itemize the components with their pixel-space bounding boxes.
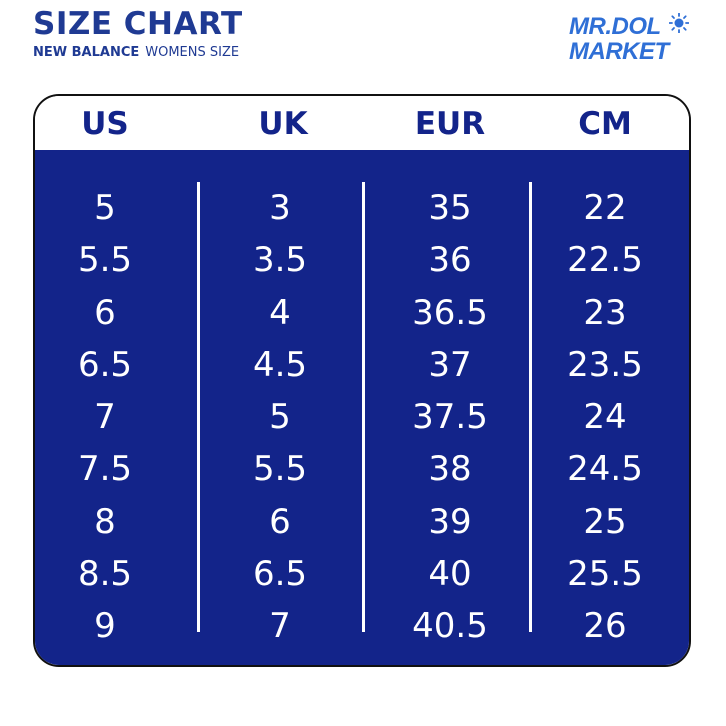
column-header-uk: UK [258,106,308,142]
table-cell: 6 [94,292,116,333]
column-uk: 3 3.5 4 4.5 5 5.5 6 6.5 7 [253,182,307,653]
table-cell: 7 [94,397,116,438]
table-cell: 7 [269,606,291,647]
table-cell: 25 [583,501,627,542]
table-cell: 40.5 [412,606,488,647]
table-cell: 24.5 [567,449,643,490]
table-cell: 6.5 [77,344,133,385]
table-cell: 23.5 [567,344,643,385]
table-cell: 35 [428,188,472,228]
size-table: US UK EUR CM 5 5.5 6 6.5 7 7.5 8 8.5 9 3… [33,94,691,667]
table-cell: 37 [428,344,472,385]
table-cell: 6.5 [252,554,308,595]
size-category: WOMENS SIZE [145,45,240,60]
table-cell: 4.5 [252,344,308,385]
sun-icon [669,13,689,33]
table-cell: 39 [428,501,472,542]
table-cell: 8.5 [77,554,133,595]
logo-line-2: MARKET [569,38,669,65]
table-cell: 3.5 [252,240,308,281]
column-header-eur: EUR [414,106,486,142]
column-divider [362,182,365,632]
logo: MR.DOL MARKET [569,13,693,65]
table-cell: 9 [94,606,116,647]
column-us: 5 5.5 6 6.5 7 7.5 8 8.5 9 [78,182,132,653]
column-header-cm: CM [578,106,632,142]
table-cell: 37.5 [412,397,488,438]
column-divider [197,182,200,632]
table-cell: 23 [583,292,627,333]
table-cell: 5 [269,397,291,438]
column-divider [529,182,532,632]
table-cell: 3 [269,188,291,228]
table-cell: 8 [94,501,116,542]
column-cm: 22 22.5 23 23.5 24 24.5 25 25.5 26 [567,182,643,653]
logo-line-1: MR.DOL [569,13,661,40]
table-cell: 40 [428,554,472,595]
table-cell: 5.5 [252,449,308,490]
page-title: SIZE CHART [33,6,243,42]
table-cell: 36 [428,240,472,281]
table-cell: 26 [583,606,627,647]
table-cell: 36.5 [412,292,488,333]
table-cell: 25.5 [567,554,643,595]
table-cell: 6 [269,501,291,542]
table-cell: 38 [428,449,472,490]
table-cell: 5 [94,188,116,228]
table-cell: 24 [583,397,627,438]
table-cell: 4 [269,292,291,333]
table-cell: 5.5 [77,240,133,281]
table-cell: 22 [583,188,627,228]
table-cell: 22.5 [567,240,643,281]
subtitle: NEW BALANCE WOMENS SIZE [33,45,239,60]
table-header-row: US UK EUR CM [35,96,689,150]
brand-name: NEW BALANCE [33,45,140,60]
table-cell: 7.5 [77,449,133,490]
column-header-us: US [81,106,129,142]
column-eur: 35 36 36.5 37 37.5 38 39 40 40.5 [412,182,488,653]
